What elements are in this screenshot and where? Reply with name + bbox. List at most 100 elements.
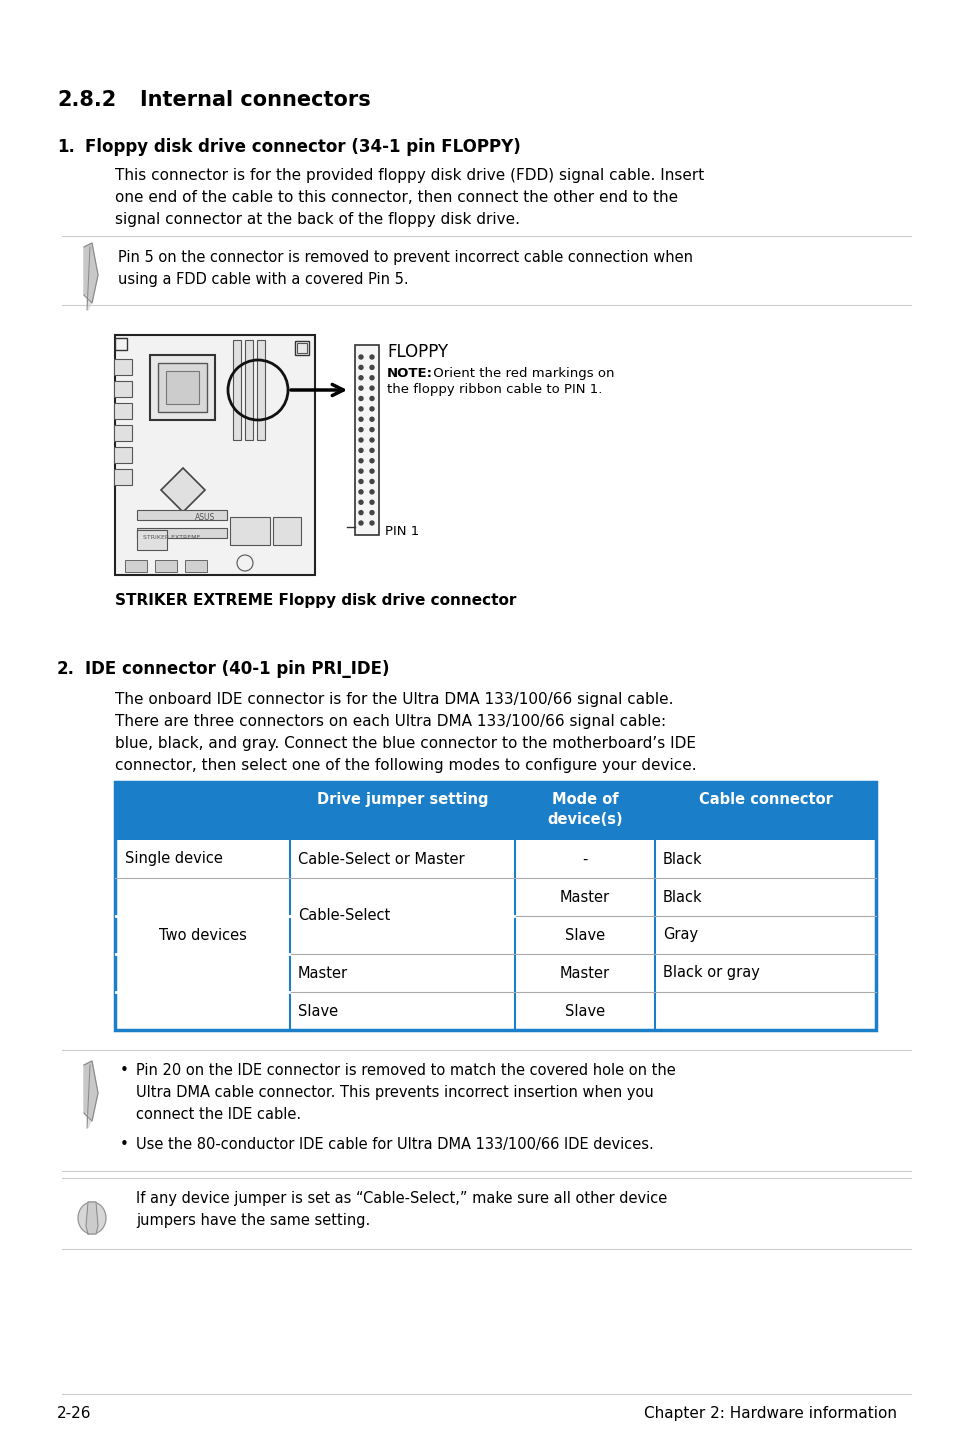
- Text: Black: Black: [662, 851, 702, 867]
- Bar: [125, 559, 147, 572]
- Text: connect the IDE cable.: connect the IDE cable.: [136, 1107, 301, 1122]
- Circle shape: [358, 500, 363, 505]
- Text: Mode of
device(s): Mode of device(s): [547, 792, 622, 827]
- Text: If any device jumper is set as “Cable-Select,” make sure all other device: If any device jumper is set as “Cable-Se…: [136, 1191, 666, 1206]
- Text: Master: Master: [559, 965, 609, 981]
- Bar: [115, 916, 875, 953]
- Text: jumpers have the same setting.: jumpers have the same setting.: [136, 1214, 370, 1228]
- Text: NOTE:: NOTE:: [387, 367, 433, 380]
- Text: PIN 1: PIN 1: [385, 525, 418, 538]
- Polygon shape: [161, 467, 205, 512]
- Text: signal connector at the back of the floppy disk drive.: signal connector at the back of the flop…: [115, 211, 519, 227]
- Text: This connector is for the provided floppy disk drive (FDD) signal cable. Insert: This connector is for the provided flopp…: [115, 168, 703, 183]
- Bar: [166, 371, 199, 404]
- Bar: [115, 992, 875, 1030]
- Text: IDE connector (40-1 pin PRI_IDE): IDE connector (40-1 pin PRI_IDE): [85, 660, 389, 677]
- Circle shape: [358, 510, 363, 515]
- Text: blue, black, and gray. Connect the blue connector to the motherboard’s IDE: blue, black, and gray. Connect the blue …: [115, 736, 696, 751]
- Text: Pin 5 on the connector is removed to prevent incorrect cable connection when: Pin 5 on the connector is removed to pre…: [118, 250, 692, 265]
- Text: Use the 80-conductor IDE cable for Ultra DMA 133/100/66 IDE devices.: Use the 80-conductor IDE cable for Ultra…: [136, 1137, 653, 1152]
- Text: FLOPPY: FLOPPY: [387, 344, 448, 361]
- Bar: [115, 879, 875, 916]
- Bar: [113, 447, 132, 463]
- Bar: [115, 335, 314, 575]
- Circle shape: [370, 417, 374, 421]
- Bar: [294, 341, 309, 355]
- Bar: [115, 338, 127, 349]
- Circle shape: [370, 490, 374, 493]
- Polygon shape: [84, 1061, 98, 1122]
- Bar: [137, 528, 227, 538]
- Bar: [137, 510, 227, 521]
- Circle shape: [370, 365, 374, 370]
- Circle shape: [358, 479, 363, 483]
- Text: Pin 20 on the IDE connector is removed to match the covered hole on the: Pin 20 on the IDE connector is removed t…: [136, 1063, 675, 1078]
- Bar: [158, 362, 207, 413]
- Bar: [115, 840, 875, 879]
- Circle shape: [370, 459, 374, 463]
- Circle shape: [370, 500, 374, 505]
- Text: using a FDD cable with a covered Pin 5.: using a FDD cable with a covered Pin 5.: [118, 272, 408, 288]
- Text: The onboard IDE connector is for the Ultra DMA 133/100/66 signal cable.: The onboard IDE connector is for the Ult…: [115, 692, 673, 707]
- Polygon shape: [86, 1202, 98, 1234]
- Text: 2-26: 2-26: [57, 1406, 91, 1421]
- Text: Slave: Slave: [297, 1004, 337, 1018]
- Circle shape: [358, 375, 363, 380]
- Text: the floppy ribbon cable to PIN 1.: the floppy ribbon cable to PIN 1.: [387, 383, 601, 395]
- Circle shape: [358, 449, 363, 453]
- Text: There are three connectors on each Ultra DMA 133/100/66 signal cable:: There are three connectors on each Ultra…: [115, 715, 665, 729]
- Text: Floppy disk drive connector (34-1 pin FLOPPY): Floppy disk drive connector (34-1 pin FL…: [85, 138, 520, 155]
- Text: •: •: [120, 1137, 129, 1152]
- Circle shape: [370, 449, 374, 453]
- Text: one end of the cable to this connector, then connect the other end to the: one end of the cable to this connector, …: [115, 190, 678, 206]
- Circle shape: [358, 439, 363, 441]
- Bar: [233, 339, 241, 440]
- Circle shape: [358, 397, 363, 401]
- Text: Chapter 2: Hardware information: Chapter 2: Hardware information: [643, 1406, 896, 1421]
- Text: Single device: Single device: [125, 851, 223, 867]
- Bar: [113, 426, 132, 441]
- Circle shape: [358, 387, 363, 390]
- Bar: [154, 559, 177, 572]
- Text: Cable-Select or Master: Cable-Select or Master: [297, 851, 464, 867]
- Circle shape: [370, 427, 374, 431]
- Text: Orient the red markings on: Orient the red markings on: [429, 367, 614, 380]
- Circle shape: [370, 469, 374, 473]
- Circle shape: [358, 521, 363, 525]
- Text: 2.: 2.: [57, 660, 75, 677]
- Ellipse shape: [78, 1202, 106, 1234]
- Text: Cable-Select: Cable-Select: [297, 909, 390, 923]
- Bar: [113, 403, 132, 418]
- Bar: [296, 344, 307, 352]
- Circle shape: [358, 417, 363, 421]
- Text: Slave: Slave: [564, 928, 604, 942]
- Circle shape: [370, 439, 374, 441]
- Circle shape: [370, 355, 374, 360]
- Circle shape: [370, 479, 374, 483]
- Text: Drive jumper setting: Drive jumper setting: [316, 792, 488, 807]
- Bar: [115, 782, 875, 1030]
- Text: connector, then select one of the following modes to configure your device.: connector, then select one of the follow…: [115, 758, 696, 774]
- Bar: [256, 339, 265, 440]
- Circle shape: [370, 375, 374, 380]
- Bar: [273, 518, 301, 545]
- Text: ASUS: ASUS: [194, 513, 215, 522]
- Text: Gray: Gray: [662, 928, 698, 942]
- Circle shape: [358, 365, 363, 370]
- Text: Master: Master: [559, 890, 609, 905]
- Circle shape: [370, 521, 374, 525]
- Bar: [113, 469, 132, 485]
- Text: Internal connectors: Internal connectors: [140, 91, 371, 109]
- Bar: [115, 953, 875, 992]
- Circle shape: [358, 355, 363, 360]
- Polygon shape: [84, 243, 98, 303]
- Bar: [245, 339, 253, 440]
- Circle shape: [370, 397, 374, 401]
- Text: -: -: [581, 851, 587, 867]
- Text: 2.8.2: 2.8.2: [57, 91, 116, 109]
- Bar: [230, 518, 270, 545]
- Bar: [113, 360, 132, 375]
- Circle shape: [358, 459, 363, 463]
- Circle shape: [358, 469, 363, 473]
- Text: Slave: Slave: [564, 1004, 604, 1018]
